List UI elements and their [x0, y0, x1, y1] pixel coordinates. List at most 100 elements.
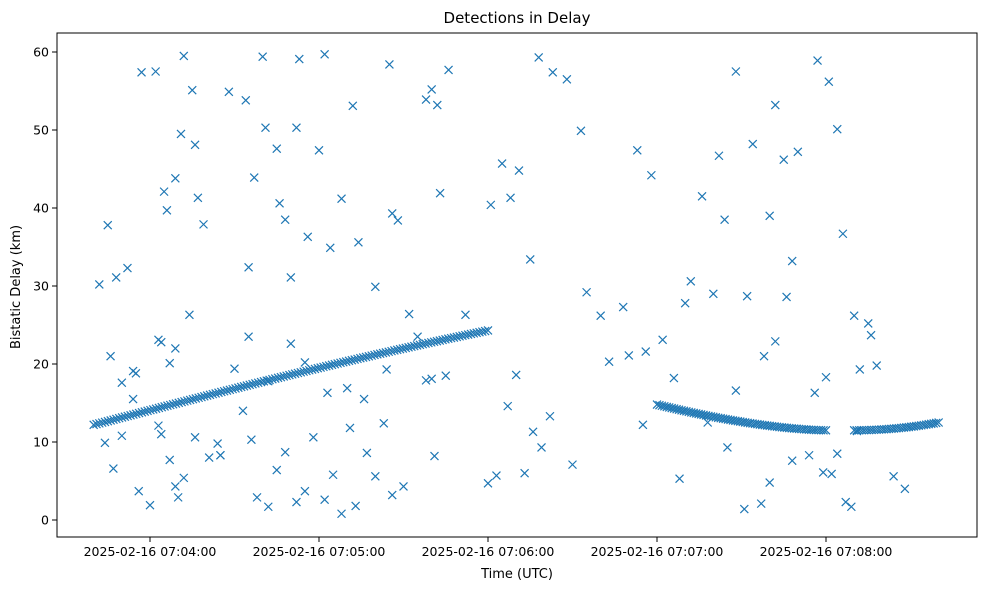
- data-point: [358, 353, 368, 362]
- data-point: [205, 390, 215, 400]
- data-point: [256, 377, 266, 387]
- data-point: [337, 509, 346, 519]
- data-point: [931, 418, 941, 428]
- data-point: [310, 364, 320, 374]
- data-point: [230, 364, 239, 374]
- data-point: [449, 333, 459, 342]
- data-point: [438, 335, 448, 345]
- data-point: [236, 382, 246, 392]
- data-point: [156, 429, 166, 439]
- x-tick-label: 2025-02-16 07:05:00: [253, 544, 386, 559]
- y-tick-label: 10: [33, 435, 49, 450]
- data-point: [92, 419, 101, 429]
- data-point: [216, 387, 226, 397]
- data-point: [279, 372, 289, 381]
- x-axis-label: Time (UTC): [480, 567, 553, 582]
- data-point: [316, 363, 326, 372]
- data-point: [327, 360, 337, 370]
- data-point: [350, 355, 360, 364]
- data-point: [262, 376, 272, 386]
- data-point: [832, 449, 842, 459]
- data-point: [345, 423, 355, 433]
- data-point: [273, 373, 283, 383]
- data-point: [170, 482, 180, 491]
- data-point: [759, 351, 769, 361]
- data-point: [641, 347, 651, 356]
- data-point: [117, 431, 127, 441]
- chart-title: Detections in Delay: [444, 9, 591, 27]
- data-point: [94, 280, 104, 289]
- data-point: [804, 450, 814, 460]
- data-point: [197, 392, 206, 402]
- data-point: [293, 368, 303, 378]
- data-point: [215, 450, 225, 460]
- data-point: [548, 67, 558, 77]
- data-point: [148, 404, 158, 414]
- data-point: [353, 354, 362, 364]
- data-point: [782, 292, 791, 302]
- data-point: [117, 413, 127, 422]
- data-point: [351, 501, 361, 511]
- data-point: [275, 198, 284, 208]
- data-point: [307, 365, 317, 375]
- data-point: [821, 425, 831, 435]
- data-point: [393, 216, 403, 225]
- data-point: [242, 381, 252, 390]
- data-point: [348, 101, 358, 111]
- y-tick-label: 20: [33, 357, 49, 372]
- data-point: [114, 413, 124, 423]
- data-point: [370, 471, 380, 481]
- data-point: [444, 65, 453, 75]
- data-point: [832, 124, 842, 134]
- data-point: [140, 407, 150, 417]
- data-point: [282, 371, 292, 381]
- data-point: [900, 484, 910, 494]
- data-point: [296, 367, 306, 377]
- data-point: [300, 486, 310, 496]
- data-point: [134, 486, 144, 496]
- data-point: [325, 243, 335, 253]
- data-point: [303, 232, 313, 242]
- data-point: [165, 358, 175, 368]
- data-point: [404, 309, 414, 319]
- data-point: [381, 347, 391, 357]
- data-point: [461, 310, 470, 320]
- data-point: [863, 319, 873, 328]
- y-axis-label: Bistatic Delay (km): [9, 225, 24, 349]
- data-point: [213, 439, 223, 448]
- data-point: [156, 337, 166, 347]
- data-point: [429, 337, 439, 347]
- data-point: [224, 87, 234, 97]
- data-point: [480, 326, 490, 336]
- data-point: [370, 282, 380, 292]
- data-point: [432, 336, 442, 346]
- data-point: [576, 126, 586, 136]
- data-point: [770, 100, 780, 110]
- data-point: [302, 366, 311, 376]
- data-point: [151, 404, 161, 414]
- data-point: [344, 356, 354, 366]
- data-point: [562, 74, 572, 84]
- data-point: [398, 344, 408, 354]
- data-point: [432, 100, 442, 110]
- data-point: [179, 473, 189, 483]
- data-point: [669, 373, 679, 383]
- data-point: [193, 193, 203, 203]
- data-point: [604, 357, 614, 367]
- data-point: [506, 193, 515, 203]
- data-point: [441, 371, 451, 381]
- data-point: [263, 502, 273, 512]
- data-point: [137, 67, 146, 77]
- data-point: [319, 362, 328, 372]
- plot-area: 2025-02-16 07:04:00 2025-02-16 07:05:00 20…: [33, 32, 978, 559]
- data-point: [204, 453, 214, 463]
- data-point: [384, 60, 394, 69]
- data-point: [731, 67, 741, 76]
- data-point: [308, 432, 318, 442]
- data-point: [406, 342, 416, 352]
- data-point: [100, 417, 110, 427]
- data-point: [109, 415, 118, 425]
- data-point: [111, 414, 121, 424]
- plot-frame: [56, 32, 978, 538]
